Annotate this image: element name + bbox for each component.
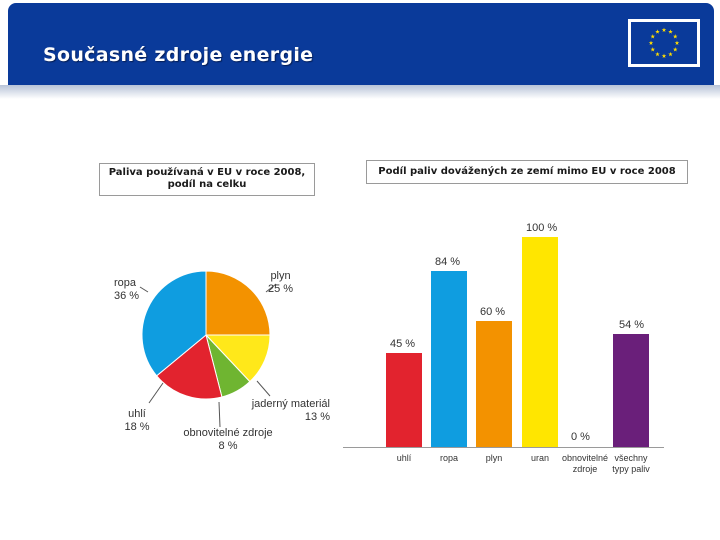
bar-1 bbox=[431, 270, 467, 447]
header-shadow bbox=[0, 85, 720, 99]
bar-3 bbox=[522, 237, 558, 447]
pie-label-obnovitelne: obnovitelné zdroje 8 % bbox=[180, 427, 276, 453]
eu-star-icon bbox=[655, 51, 660, 57]
bar-category-label: uran bbox=[530, 453, 549, 463]
pie-label-plyn: plyn 25 % bbox=[268, 270, 293, 296]
bar-category-label: všechny typy paliv bbox=[612, 453, 650, 474]
bar-value-label: 100 % bbox=[526, 222, 558, 234]
eu-star-icon bbox=[661, 27, 667, 32]
bar-2 bbox=[476, 321, 512, 447]
eu-star-icon bbox=[668, 51, 673, 57]
pie-label-ropa: ropa 36 % bbox=[114, 277, 139, 303]
pie-label-uhli-value: 18 % bbox=[124, 421, 150, 433]
bar-value-label: 54 % bbox=[619, 318, 645, 331]
bar-value-label: 84 % bbox=[435, 255, 461, 268]
eu-star-icon bbox=[672, 47, 678, 52]
bar-category-label: plyn bbox=[485, 453, 503, 463]
bar-chart-title-text: Podíl paliv dovážených ze zemí mimo EU v… bbox=[378, 166, 676, 177]
pie-label-obnovitelne-value: 8 % bbox=[218, 440, 238, 452]
pie-leader-line-jaderny bbox=[256, 380, 271, 397]
header-banner: Současné zdroje energie bbox=[8, 3, 714, 85]
eu-flag-field bbox=[631, 22, 697, 64]
pie-slice-ropa bbox=[141, 270, 207, 377]
pie-label-ropa-value: 36 % bbox=[114, 290, 140, 302]
bar-0 bbox=[386, 352, 422, 447]
bar-value-label: 60 % bbox=[480, 306, 506, 318]
pie-slice-plyn bbox=[205, 270, 271, 336]
pie-leader-line-plyn bbox=[265, 283, 277, 293]
eu-star-icon bbox=[650, 34, 656, 39]
bar-value-label: 0 % bbox=[571, 431, 590, 443]
pie-label-plyn-name: plyn bbox=[270, 270, 291, 282]
pie-label-uhli: uhlí 18 % bbox=[118, 408, 156, 434]
pie-leader-line-obnovitelne bbox=[218, 401, 221, 428]
pie-slice-uhli bbox=[155, 334, 223, 400]
eu-star-icon bbox=[672, 34, 678, 39]
bar-category-label: ropa bbox=[439, 453, 458, 463]
pie-chart-title-text: Paliva používaná v EU v roce 2008, podíl… bbox=[108, 167, 306, 190]
pie-chart-title: Paliva používaná v EU v roce 2008, podíl… bbox=[99, 163, 315, 196]
bar-chart-title: Podíl paliv dovážených ze zemí mimo EU v… bbox=[366, 160, 688, 184]
pie-label-ropa-name: ropa bbox=[114, 277, 137, 289]
bar-5 bbox=[613, 333, 649, 447]
bar-category-label: obnovitelné zdroje bbox=[561, 453, 609, 474]
eu-flag-icon bbox=[628, 19, 700, 67]
eu-star-icon bbox=[668, 29, 673, 34]
bar-value-label: 45 % bbox=[390, 337, 416, 350]
pie-label-jaderny-name: jaderný materiál bbox=[251, 398, 330, 410]
eu-star-icon bbox=[650, 47, 656, 52]
pie-leader-line-ropa bbox=[139, 286, 149, 293]
pie-label-jaderny-value: 13 % bbox=[304, 411, 330, 423]
eu-star-icon bbox=[648, 40, 654, 45]
page-title: Současné zdroje energie bbox=[43, 44, 314, 66]
bar-category-label: uhlí bbox=[396, 453, 412, 463]
pie-label-plyn-value: 25 % bbox=[268, 283, 294, 295]
eu-star-icon bbox=[674, 40, 680, 45]
eu-star-icon bbox=[661, 53, 667, 58]
eu-stars-icon bbox=[648, 27, 680, 58]
pie-label-jaderny: jaderný materiál 13 % bbox=[248, 398, 330, 424]
pie-label-uhli-name: uhlí bbox=[128, 408, 146, 420]
bar-chart-baseline bbox=[343, 447, 664, 448]
pie-leader-line-uhli bbox=[148, 382, 164, 404]
pie-label-obnovitelne-name: obnovitelné zdroje bbox=[183, 427, 273, 439]
eu-star-icon bbox=[655, 29, 660, 34]
